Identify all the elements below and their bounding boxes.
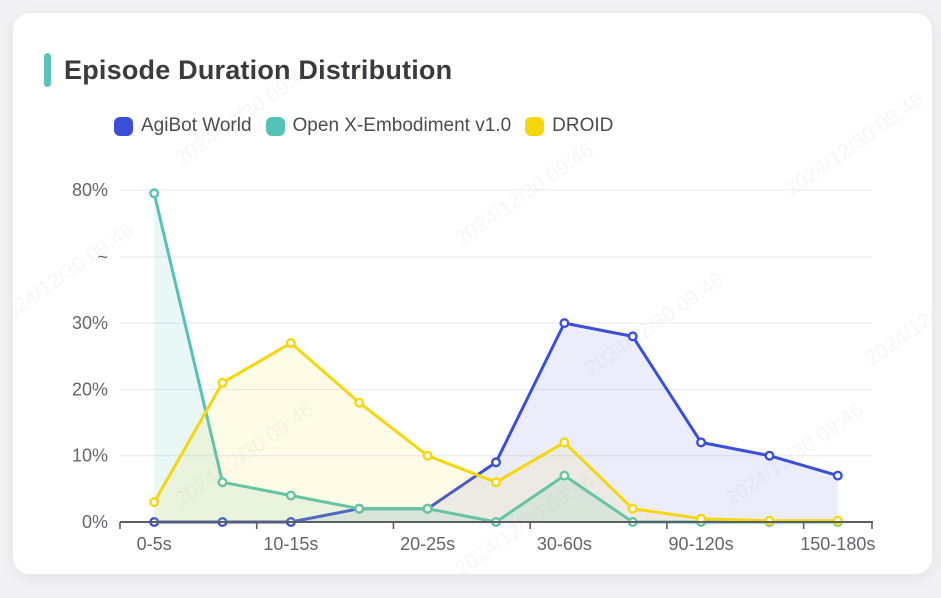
chart-area: 0% 10% 20% 30% ~80% 0-5s 10-15s 20-25s 30-60s 90-… [13,13,932,574]
data-point-open-x-embodiment-v1-0 [559,470,570,481]
legend-swatch-droid [525,116,545,136]
data-point-droid [491,477,502,488]
data-point-droid [217,377,228,388]
x-axis: 0-5s 10-15s 20-25s 30-60s 90-120s 150-180s [119,521,875,554]
card-header: Episode Duration Distribution [44,53,452,87]
data-point-open-x-embodiment-v1-0 [149,188,160,199]
data-point-droid [559,437,570,448]
grid-lines [120,189,872,457]
data-point-open-x-embodiment-v1-0 [354,503,365,514]
data-point-open-x-embodiment-v1-0 [422,503,433,514]
data-point-agibot-world [559,318,570,329]
series-droid [149,338,843,526]
data-point-droid [627,503,638,514]
x-tick-label: 0-5s [137,534,172,554]
data-point-agibot-world [491,457,502,468]
y-tick-label: 0% [82,512,108,532]
data-point-droid [285,338,296,349]
y-tick-label: 10% [72,446,108,466]
data-point-droid [354,397,365,408]
x-tick-label: 30-60s [537,534,592,554]
legend-swatch-agibot-world [114,116,133,136]
title-accent-bar [44,53,51,87]
series-area-open-x-embodiment-v1-0 [154,193,838,523]
y-tick-label: 30% [72,313,108,333]
x-tick-label: 150-180s [800,534,875,554]
data-point-open-x-embodiment-v1-0 [285,490,296,501]
page-title: Episode Duration Distribution [64,54,453,85]
data-point-agibot-world [696,437,707,448]
data-point-droid [422,450,433,461]
legend-label: Open X-Embodiment v1.0 [292,115,512,136]
data-point-agibot-world [764,450,775,461]
x-tick-label: 90-120s [669,534,734,554]
legend-item-open-x-embodiment-v1-0[interactable]: Open X-Embodiment v1.0 [265,115,512,137]
legend-item-droid[interactable]: DROID [525,115,613,137]
data-point-open-x-embodiment-v1-0 [217,477,228,488]
data-point-agibot-world [627,331,638,342]
y-tick-label: 80% [72,180,108,200]
data-point-droid [764,515,775,526]
legend-swatch-open-x-embodiment-v1-0 [265,116,285,136]
y-tick-label: 20% [72,379,108,399]
legend-item-agibot-world[interactable]: AgiBot World [114,115,252,137]
data-point-agibot-world [832,470,843,481]
legend-label: AgiBot World [141,115,252,136]
y-tick-label: ~ [97,247,108,267]
chart-legend: AgiBot World Open X-Embodiment v1.0 DROID [114,115,613,137]
series-area-droid [154,343,838,522]
data-point-droid [149,497,160,508]
x-tick-label: 20-25s [400,534,455,554]
x-tick-label: 10-15s [263,534,318,554]
chart-card: 2024/12/30 09:462024/12/30 09:462024/12/… [12,12,933,575]
episode-duration-chart: 0% 10% 20% 30% ~80% 0-5s 10-15s 20-25s 30-60s 90-… [72,180,875,554]
series-area-agibot-world [154,323,838,522]
data-point-droid [832,515,843,526]
y-axis-labels: 0% 10% 20% 30% ~80% [72,180,108,532]
legend-label: DROID [552,115,614,136]
